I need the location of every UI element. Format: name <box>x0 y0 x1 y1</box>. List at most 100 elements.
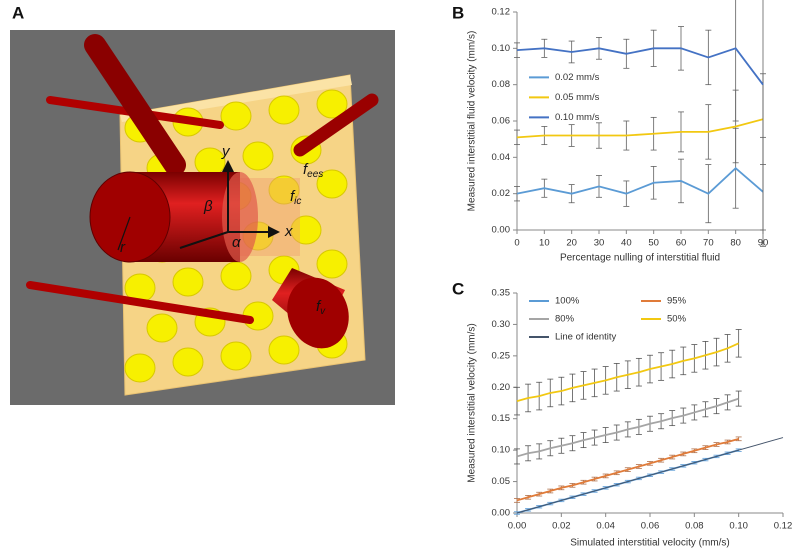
x-tick-label: 70 <box>703 238 714 249</box>
y-axis-title: Measured interstitial velocity (mm/s) <box>467 323 478 482</box>
y-tick-label: 0.02 <box>492 188 511 199</box>
axis-arrow <box>179 231 229 249</box>
subscript: ees <box>307 169 323 180</box>
chart-panel: B 0.00 0.02 0.04 0.06 0.08 0.10 0.12 0 10 20 30 40 50… <box>452 0 768 264</box>
cell <box>290 215 322 245</box>
fraction-label: fic <box>290 188 301 207</box>
x-tick-label: 0.06 <box>641 521 660 532</box>
series-line <box>516 437 739 502</box>
series-line <box>516 437 784 514</box>
cell <box>268 335 300 365</box>
subscript: ic <box>294 196 301 207</box>
cell <box>124 353 156 383</box>
y-tick-label: 0.15 <box>492 413 511 424</box>
x-tick-label: 0.04 <box>596 521 615 532</box>
legend-label: 80% <box>555 314 575 325</box>
series-line <box>516 118 764 139</box>
error-bar <box>735 390 742 407</box>
panel-label: A <box>12 3 24 22</box>
x-tick-label: 30 <box>594 238 605 249</box>
y-tick-label: 0.10 <box>492 43 511 54</box>
axis-label: x <box>284 223 293 240</box>
legend-label: 0.05 mm/s <box>555 92 600 103</box>
y-tick-label: 0.12 <box>492 7 511 18</box>
cell <box>220 101 252 131</box>
cell <box>194 147 226 177</box>
vessel <box>84 34 186 176</box>
panel-label: B <box>452 3 464 22</box>
x-tick-label: 20 <box>566 238 577 249</box>
y-tick-label: 0.06 <box>492 116 511 127</box>
x-axis-title: Percentage nulling of interstitial fluid <box>560 253 720 264</box>
x-axis-title: Simulated interstitial velocity (mm/s) <box>570 538 729 549</box>
legend-label: 50% <box>667 314 687 325</box>
series-line <box>516 47 764 86</box>
legend-label: 100% <box>555 296 580 307</box>
error-bar <box>760 0 766 231</box>
series-line <box>516 342 740 402</box>
angle-label: β <box>203 198 213 215</box>
vessel-end <box>287 277 349 349</box>
cell <box>268 95 300 125</box>
error-bar <box>732 0 739 122</box>
subscript: v <box>320 306 326 317</box>
x-tick-label: 0.10 <box>729 521 748 532</box>
cell <box>220 261 252 291</box>
axis-label: y <box>221 143 231 160</box>
fraction-label: fees <box>303 161 323 180</box>
fraction-label: fv <box>316 298 326 317</box>
cell <box>242 141 274 171</box>
legend-label: Line of identity <box>555 332 617 343</box>
x-tick-label: 0.00 <box>508 521 527 532</box>
cell <box>172 347 204 377</box>
series-line <box>516 167 764 195</box>
x-tick-label: 0.08 <box>685 521 704 532</box>
cell <box>316 249 348 279</box>
cell <box>316 89 348 119</box>
cell <box>146 313 178 343</box>
y-tick-label: 0.35 <box>492 288 511 299</box>
symbol: f <box>316 298 322 315</box>
chart-panel: C 0.00 0.05 0.10 0.15 0.20 0.25 0.30 0.35 0.00 0.0… <box>452 279 792 548</box>
y-tick-label: 0.20 <box>492 382 511 393</box>
y-tick-label: 0.04 <box>492 152 511 163</box>
cell <box>172 267 204 297</box>
error-bar <box>514 498 520 503</box>
symbol: f <box>303 161 309 178</box>
radius-line <box>117 216 131 251</box>
cell <box>268 175 300 205</box>
x-tick-label: 0.12 <box>774 521 793 532</box>
y-tick-label: 0.25 <box>492 350 511 361</box>
legend-label: 0.02 mm/s <box>555 72 600 83</box>
x-tick-label: 80 <box>730 238 741 249</box>
y-tick-label: 0.10 <box>492 445 511 456</box>
y-tick-label: 0.00 <box>492 225 511 236</box>
y-tick-label: 0.05 <box>492 476 511 487</box>
error-bar <box>514 448 520 465</box>
diagram-panel: A y x β α r fees fic fv <box>10 3 395 405</box>
radius-label: r <box>120 239 126 256</box>
legend-label: 95% <box>667 296 687 307</box>
panel-label: C <box>452 279 464 298</box>
x-tick-label: 60 <box>676 238 687 249</box>
vessel <box>26 281 254 324</box>
y-tick-label: 0.30 <box>492 319 511 330</box>
x-tick-label: 50 <box>648 238 659 249</box>
plate-edge <box>120 75 352 122</box>
x-tick-label: 0.02 <box>552 521 571 532</box>
y-tick-label: 0.08 <box>492 79 511 90</box>
legend-label: 0.10 mm/s <box>555 112 600 123</box>
series-line <box>516 397 739 458</box>
symbol: f <box>290 188 296 205</box>
vessel <box>293 93 379 157</box>
angle-label: α <box>232 234 241 251</box>
x-tick-label: 0 <box>514 238 519 249</box>
x-tick-label: 10 <box>539 238 550 249</box>
x-tick-label: 40 <box>621 238 632 249</box>
arrowhead <box>268 226 280 238</box>
y-axis-title: Measured interstitial fluid velocity (mm… <box>467 31 478 212</box>
y-tick-label: 0.00 <box>492 508 511 519</box>
arrowhead <box>222 160 234 172</box>
vessel-end <box>222 172 258 262</box>
